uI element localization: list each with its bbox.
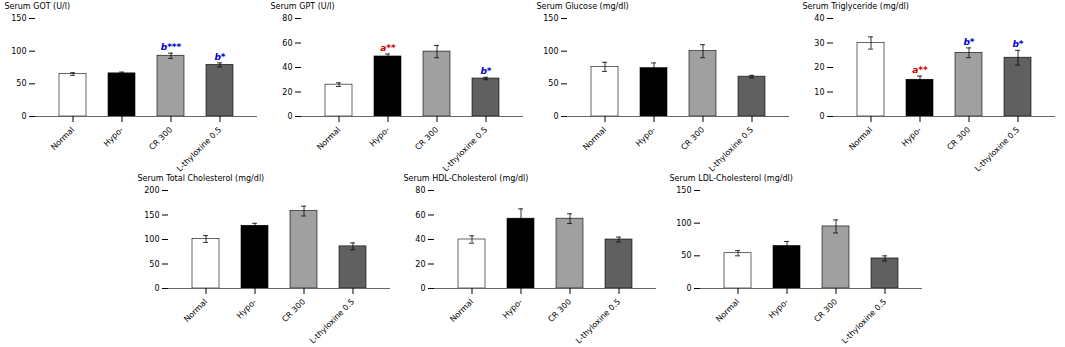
svg-text:L-thyloxine 0.5: L-thyloxine 0.5 [573, 297, 621, 344]
svg-text:20: 20 [814, 63, 824, 72]
svg-text:Hypo-: Hypo- [102, 125, 125, 148]
svg-text:CR 300: CR 300 [679, 125, 706, 152]
svg-text:L-thyloxine 0.5: L-thyloxine 0.5 [972, 125, 1020, 172]
svg-text:Normal: Normal [581, 125, 608, 152]
svg-text:100: 100 [144, 235, 159, 244]
svg-text:100: 100 [543, 47, 558, 56]
svg-text:Serum GPT (U/l): Serum GPT (U/l) [270, 2, 334, 11]
svg-text:50: 50 [16, 79, 26, 88]
svg-text:0: 0 [553, 112, 558, 121]
svg-text:L-thyloxine 0.5: L-thyloxine 0.5 [440, 125, 488, 172]
svg-text:100: 100 [11, 47, 26, 56]
svg-text:Serum Triglyceride (mg/dl): Serum Triglyceride (mg/dl) [802, 2, 908, 11]
svg-text:b*: b* [480, 66, 491, 76]
svg-text:Normal: Normal [448, 297, 475, 324]
svg-text:Serum HDL-Cholesterol (mg/dl): Serum HDL-Cholesterol (mg/dl) [403, 174, 528, 183]
svg-text:Hypo-: Hypo- [368, 125, 391, 148]
svg-text:150: 150 [676, 186, 691, 195]
svg-text:80: 80 [282, 14, 292, 23]
svg-text:CR 300: CR 300 [812, 297, 839, 324]
svg-text:Hypo-: Hypo- [900, 125, 923, 148]
svg-text:50: 50 [548, 79, 558, 88]
svg-text:80: 80 [415, 186, 425, 195]
svg-text:60: 60 [415, 211, 425, 220]
svg-text:Normal: Normal [182, 297, 209, 324]
svg-text:Serum Glucose (mg/dl): Serum Glucose (mg/dl) [536, 2, 628, 11]
svg-text:50: 50 [149, 260, 159, 269]
svg-text:30: 30 [814, 39, 824, 48]
svg-text:Hypo-: Hypo- [767, 297, 790, 320]
svg-text:Serum LDL-Cholesterol (mg/dl): Serum LDL-Cholesterol (mg/dl) [669, 174, 792, 183]
svg-text:200: 200 [144, 186, 159, 195]
svg-text:20: 20 [415, 260, 425, 269]
svg-text:60: 60 [282, 39, 292, 48]
svg-text:10: 10 [814, 88, 824, 97]
svg-text:Hypo-: Hypo- [235, 297, 258, 320]
svg-text:50: 50 [681, 251, 691, 260]
svg-text:Normal: Normal [49, 125, 76, 152]
svg-text:150: 150 [543, 14, 558, 23]
svg-text:40: 40 [282, 63, 292, 72]
svg-text:150: 150 [11, 14, 26, 23]
svg-text:0: 0 [819, 112, 824, 121]
svg-text:L-thyloxine 0.5: L-thyloxine 0.5 [706, 125, 754, 172]
svg-text:Serum GOT (U/l): Serum GOT (U/l) [4, 2, 70, 11]
svg-text:CR 300: CR 300 [945, 125, 972, 152]
svg-text:CR 300: CR 300 [280, 297, 307, 324]
svg-text:b*: b* [1012, 39, 1023, 49]
svg-text:a**: a** [380, 43, 396, 53]
svg-text:CR 300: CR 300 [147, 125, 174, 152]
svg-text:0: 0 [686, 284, 691, 293]
svg-text:Normal: Normal [714, 297, 741, 324]
svg-text:150: 150 [144, 211, 159, 220]
svg-text:40: 40 [814, 14, 824, 23]
svg-text:CR 300: CR 300 [413, 125, 440, 152]
svg-text:0: 0 [21, 112, 26, 121]
svg-text:Hypo-: Hypo- [501, 297, 524, 320]
svg-text:0: 0 [154, 284, 159, 293]
svg-text:0: 0 [287, 112, 292, 121]
svg-text:40: 40 [415, 235, 425, 244]
svg-text:b***: b*** [160, 42, 181, 52]
svg-text:Normal: Normal [315, 125, 342, 152]
svg-text:Normal: Normal [847, 125, 874, 152]
svg-text:100: 100 [676, 219, 691, 228]
svg-text:CR 300: CR 300 [546, 297, 573, 324]
svg-text:b*: b* [963, 37, 974, 47]
svg-text:L-thyloxine 0.5: L-thyloxine 0.5 [839, 297, 887, 344]
svg-text:Hypo-: Hypo- [634, 125, 657, 148]
svg-text:Serum Total Cholesterol (mg/dl: Serum Total Cholesterol (mg/dl) [137, 174, 264, 183]
svg-text:b*: b* [214, 52, 225, 62]
svg-text:0: 0 [420, 284, 425, 293]
svg-text:a**: a** [912, 65, 928, 75]
svg-text:L-thyloxine 0.5: L-thyloxine 0.5 [307, 297, 355, 344]
svg-text:20: 20 [282, 88, 292, 97]
svg-text:L-thyloxine 0.5: L-thyloxine 0.5 [174, 125, 222, 172]
